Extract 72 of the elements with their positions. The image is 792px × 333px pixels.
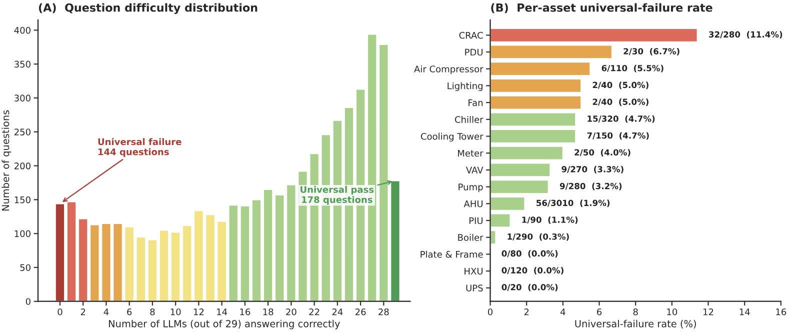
y-tick-label: Chiller — [454, 116, 484, 123]
y-tick-label: Plate & Frame — [420, 250, 483, 258]
x-tick-label: 28 — [378, 308, 389, 316]
y-tick-label: 200 — [14, 162, 30, 170]
y-tick-label: 50 — [20, 264, 30, 272]
data-label: 7/150 (4.7%) — [587, 132, 649, 140]
data-label: 1/90 (1.1%) — [522, 216, 578, 224]
chart-title: (B) Per-asset universal-failure rate — [491, 3, 712, 14]
y-tick-label: Fan — [468, 99, 483, 106]
y-tick-label: 300 — [14, 94, 30, 102]
x-tick-label: 16 — [240, 308, 250, 316]
data-label: 0/20 (0.0%) — [502, 284, 558, 292]
y-axis-title: Number of questions — [2, 110, 12, 211]
x-tick-label: 10 — [170, 308, 181, 316]
y-tick-label: 400 — [14, 26, 30, 34]
y-tick-label: 0 — [26, 298, 30, 305]
x-tick-label: 4 — [104, 308, 109, 316]
data-label: 2/40 (5.0%) — [592, 98, 648, 106]
x-tick-label: 22 — [309, 308, 320, 316]
y-tick-label: Lighting — [448, 82, 482, 91]
x-tick-label: 26 — [355, 308, 366, 316]
x-tick-label: 14 — [740, 308, 750, 316]
x-tick-label: 0 — [58, 308, 62, 316]
x-tick-label: 2 — [80, 308, 86, 316]
x-tick-label: 0 — [488, 308, 493, 316]
y-tick-label: PIU — [469, 217, 483, 224]
x-tick-label: 18 — [263, 308, 274, 316]
data-label: 6/110 (5.5%) — [602, 64, 664, 72]
y-tick-label: Meter — [458, 150, 484, 157]
x-tick-label: 24 — [332, 308, 343, 316]
x-tick-label: 6 — [597, 308, 602, 316]
y-tick-label: VAV — [466, 166, 484, 174]
data-label: 32/280 (11.4%) — [709, 31, 782, 39]
x-axis-title: Universal-failure rate (%) — [575, 320, 696, 328]
y-tick-label: Boiler — [458, 234, 484, 241]
x-tick-label: 8 — [633, 308, 638, 316]
x-tick-label: 6 — [127, 308, 132, 316]
y-tick-label: Pump — [458, 184, 483, 192]
data-label: 56/3010 (1.9%) — [536, 200, 610, 208]
x-tick-label: 12 — [194, 308, 204, 316]
x-tick-label: 20 — [286, 308, 296, 316]
x-tick-label: 10 — [667, 308, 678, 316]
data-label: 9/280 (3.2%) — [560, 182, 622, 190]
y-tick-label: UPS — [466, 284, 483, 292]
x-tick-label: 8 — [150, 308, 155, 316]
y-tick-label: AHU — [464, 200, 483, 208]
data-label: 0/120 (0.0%) — [502, 267, 564, 274]
y-tick-label: HXU — [464, 268, 483, 275]
y-tick-label: Cooling Tower — [420, 132, 484, 142]
y-tick-label: PDU — [465, 48, 483, 56]
x-tick-label: 4 — [560, 308, 566, 316]
data-label: 0/80 (0.0%) — [502, 250, 558, 258]
annotation: Universal pass 178 questions — [300, 186, 374, 205]
y-tick-label: 150 — [14, 196, 30, 204]
data-label: 2/50 (4.0%) — [574, 149, 630, 156]
y-tick-label: 100 — [14, 230, 30, 238]
x-axis-title: Number of LLMs (out of 29) answering correctly — [108, 320, 340, 330]
data-label: 15/320 (4.7%) — [588, 115, 655, 123]
y-tick-label: 250 — [14, 128, 30, 136]
y-tick-label: Air Compressor — [414, 65, 484, 74]
data-label: 1/290 (0.3%) — [508, 233, 569, 241]
data-label: 2/40 (5.0%) — [592, 82, 648, 90]
y-tick-label: CRAC — [459, 32, 483, 39]
x-tick-label: 2 — [524, 308, 529, 316]
y-tick-label: 350 — [14, 60, 30, 68]
x-tick-label: 12 — [703, 308, 714, 316]
chart-title: (A) Question difficulty distribution — [38, 3, 258, 14]
data-label: 9/270 (3.3%) — [562, 166, 624, 174]
annotation: Universal failure 144 questions — [98, 138, 182, 157]
x-tick-label: 14 — [217, 308, 228, 316]
data-label: 2/30 (6.7%) — [624, 48, 680, 56]
x-tick-label: 16 — [776, 308, 786, 316]
